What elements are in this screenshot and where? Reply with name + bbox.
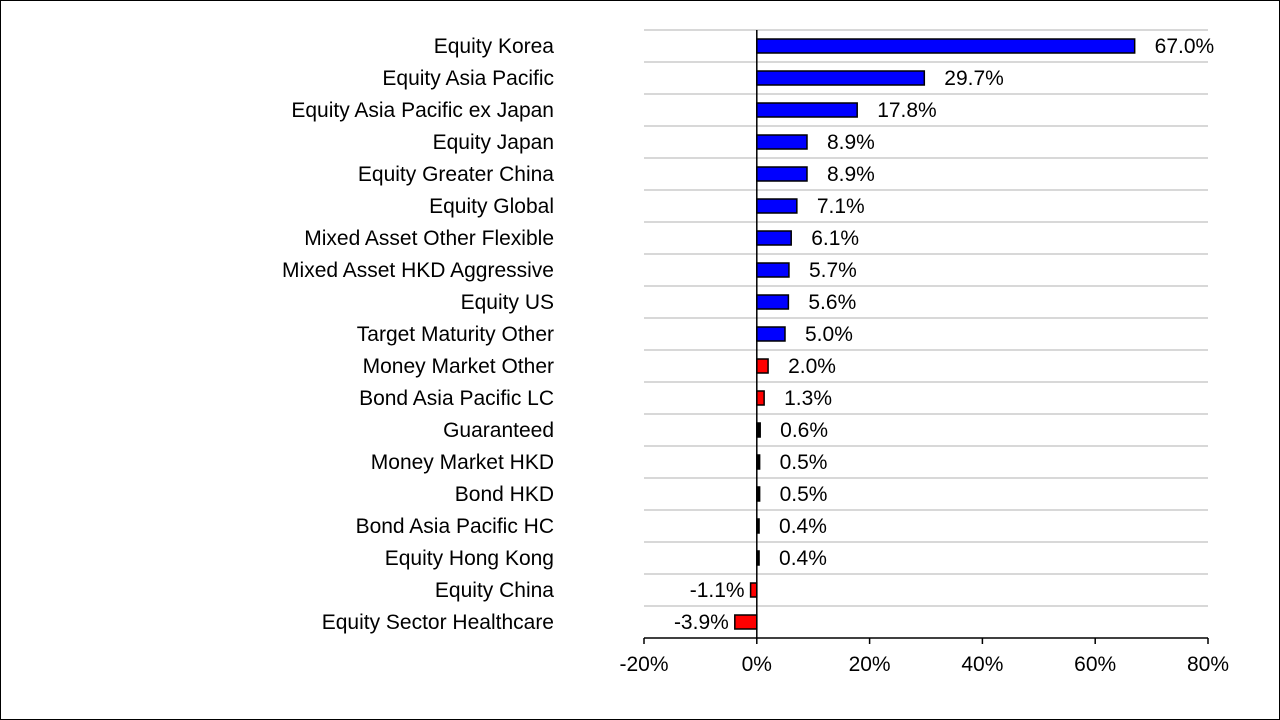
category-label: Equity Asia Pacific ex Japan — [291, 99, 554, 122]
data-label: 2.0% — [788, 355, 836, 378]
category-label: Mixed Asset Other Flexible — [304, 227, 554, 250]
data-label: 8.9% — [827, 163, 875, 186]
category-label: Equity Sector Healthcare — [322, 611, 554, 634]
x-tick-label: 80% — [1187, 653, 1229, 676]
bar-10 — [756, 326, 786, 342]
data-label: 17.8% — [877, 99, 937, 122]
data-label: 6.1% — [811, 227, 859, 250]
category-label: Equity Japan — [433, 131, 554, 154]
data-label: 29.7% — [944, 67, 1004, 90]
category-label: Equity Asia Pacific — [382, 67, 554, 90]
data-label: 0.4% — [779, 515, 827, 538]
category-label: Equity Greater China — [358, 163, 554, 186]
bar-5 — [756, 166, 808, 182]
data-label: 0.5% — [780, 451, 828, 474]
data-label: 5.7% — [809, 259, 857, 282]
bar-11 — [756, 358, 769, 374]
data-label: 0.5% — [780, 483, 828, 506]
category-label: Money Market Other — [363, 355, 554, 378]
category-label: Mixed Asset HKD Aggressive — [282, 259, 554, 282]
category-label: Bond Asia Pacific HC — [356, 515, 554, 538]
data-label: 0.6% — [780, 419, 828, 442]
bars — [734, 38, 1136, 630]
data-label: -3.9% — [674, 611, 729, 634]
x-tick-label: 20% — [849, 653, 891, 676]
bar-9 — [756, 294, 790, 310]
gridlines — [644, 29, 1208, 639]
x-tick-label: 60% — [1074, 653, 1116, 676]
category-label: Money Market HKD — [371, 451, 554, 474]
bar-3 — [756, 102, 858, 118]
bar-1 — [756, 38, 1136, 54]
category-label: Equity Korea — [434, 35, 555, 58]
bar-12 — [756, 390, 765, 406]
data-label: 5.0% — [805, 323, 853, 346]
bar-19 — [734, 614, 758, 630]
bar-7 — [756, 230, 792, 246]
data-label: -1.1% — [690, 579, 745, 602]
category-label: Bond HKD — [455, 483, 554, 506]
bar-8 — [756, 262, 790, 278]
bar-6 — [756, 198, 798, 214]
x-tick-label: -20% — [619, 653, 668, 676]
data-label: 8.9% — [827, 131, 875, 154]
data-label: 67.0% — [1155, 35, 1215, 58]
category-label: Guaranteed — [443, 419, 554, 442]
category-label: Equity Global — [429, 195, 554, 218]
category-label: Bond Asia Pacific LC — [359, 387, 554, 410]
bar-2 — [756, 70, 926, 86]
category-label: Equity US — [461, 291, 554, 314]
bar-4 — [756, 134, 808, 150]
bar-18 — [749, 582, 758, 598]
data-label: 0.4% — [779, 547, 827, 570]
x-tick-label: 40% — [961, 653, 1003, 676]
x-tick-label: 0% — [742, 653, 772, 676]
data-label: 5.6% — [808, 291, 856, 314]
axes — [643, 30, 1209, 644]
category-label: Target Maturity Other — [357, 323, 554, 346]
data-label: 1.3% — [784, 387, 832, 410]
category-label: Equity Hong Kong — [385, 547, 554, 570]
data-label: 7.1% — [817, 195, 865, 218]
category-label: Equity China — [435, 579, 554, 602]
labels: Equity Korea 67.0% Equity Asia Pacific 29.7… — [282, 35, 1229, 676]
